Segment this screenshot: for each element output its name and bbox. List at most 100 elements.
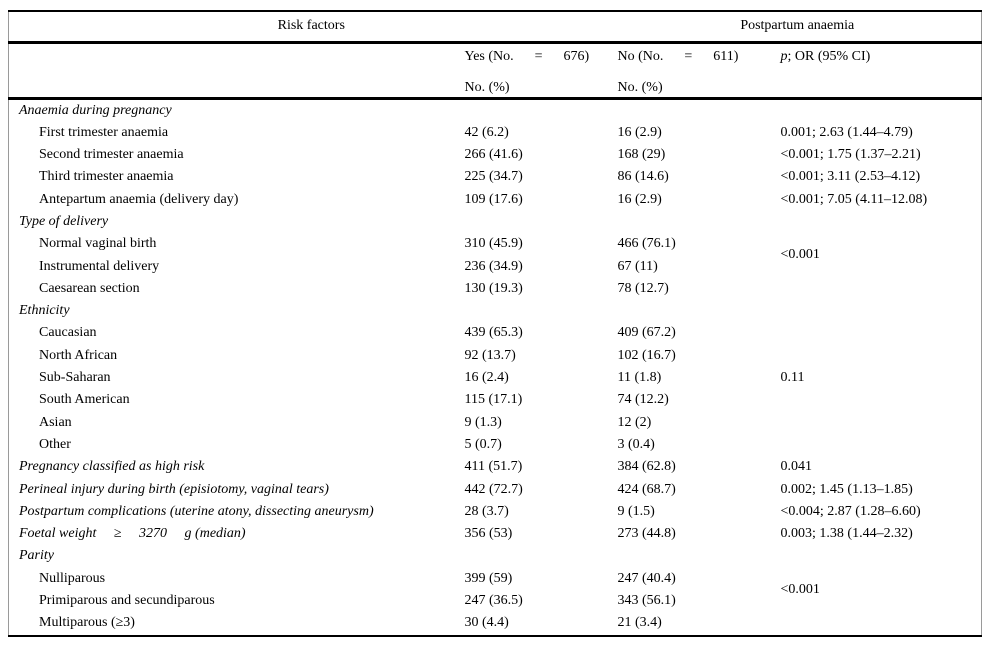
p-italic-label: p <box>780 48 788 64</box>
table-row: Foetal weight ≥ 3270 g (median) 356 (53) 2… <box>9 523 982 545</box>
no-value: 12 (2) <box>617 414 652 430</box>
no-value <box>614 300 777 322</box>
yes-value: 411 (51.7) <box>464 459 523 475</box>
yes-column-subtitle: No. (%) <box>464 79 510 95</box>
risk-factor-label: Pregnancy classified as high risk <box>19 459 205 475</box>
risk-factor-label: Parity <box>19 548 54 564</box>
table-row: Other 5 (0.7) 3 (0.4) <box>9 434 982 456</box>
yes-value <box>461 545 614 567</box>
p-or-value: <0.001; 3.11 (2.53–4.12) <box>780 169 921 185</box>
yes-value: 28 (3.7) <box>464 503 509 519</box>
table-row: Sub-Saharan 16 (2.4) 11 (1.8) <box>9 367 982 389</box>
table-row: Parity <box>9 545 982 567</box>
yes-value: 439 (65.3) <box>464 325 523 341</box>
table-row: Asian 9 (1.3) 12 (2) <box>9 412 982 434</box>
risk-factor-label: First trimester anaemia <box>39 124 169 140</box>
p-or-column-title: p; OR (95% CI) <box>781 48 982 66</box>
no-value: 3 (0.4) <box>617 436 655 452</box>
table-row: Second trimester anaemia 266 (41.6) 168 (2… <box>9 144 982 166</box>
yes-value <box>461 211 614 233</box>
yes-value: 399 (59) <box>464 570 513 586</box>
no-value: 86 (14.6) <box>617 169 669 185</box>
risk-factor-label: Normal vaginal birth <box>39 236 157 252</box>
risk-factor-label: Instrumental delivery <box>39 258 160 274</box>
no-value: 466 (76.1) <box>617 236 676 252</box>
table-row: Pregnancy classified as high risk 411 (51… <box>9 456 982 478</box>
yes-column-title: Yes (No. = 676) <box>464 48 590 64</box>
yes-value: 109 (17.6) <box>464 191 523 207</box>
postpartum-anaemia-header: Postpartum anaemia <box>613 11 982 44</box>
table-row: Ethnicity <box>9 300 982 322</box>
subheader-row: Yes (No. = 676) No. (%) No (No. = 611) N… <box>8 42 982 100</box>
no-value: 409 (67.2) <box>617 325 676 341</box>
table-row: Anaemia during pregnancy <box>9 98 982 122</box>
results-table: Risk factors Postpartum anaemia Yes (No.… <box>8 10 983 637</box>
yes-value: 30 (4.4) <box>464 615 509 631</box>
p-or-value: 0.11 <box>780 370 805 386</box>
yes-value: 247 (36.5) <box>464 593 523 609</box>
table-row: Caesarean section 130 (19.3) 78 (12.7) <box>9 278 982 300</box>
risk-factor-label: Foetal weight ≥ 3270 g (median) <box>19 526 246 542</box>
yes-value: 130 (19.3) <box>464 280 523 296</box>
yes-value: 92 (13.7) <box>464 347 516 363</box>
table-row: Caucasian 439 (65.3) 409 (67.2) 0.11 <box>9 322 982 385</box>
no-value: 21 (3.4) <box>617 615 662 631</box>
no-column-header-cell: No (No. = 611) No. (%) <box>613 42 777 100</box>
yes-value: 115 (17.1) <box>464 392 523 408</box>
yes-value: 5 (0.7) <box>464 436 502 452</box>
no-value: 74 (12.2) <box>617 392 669 408</box>
table-body: Anaemia during pregnancy First trimester … <box>9 98 982 636</box>
no-value: 102 (16.7) <box>617 347 676 363</box>
yes-value: 16 (2.4) <box>464 370 509 386</box>
p-or-value: 0.041 <box>780 459 813 475</box>
no-value: 16 (2.9) <box>617 124 662 140</box>
no-value: 384 (62.8) <box>617 459 676 475</box>
table-row: Antepartum anaemia (delivery day) 109 (17… <box>9 189 982 211</box>
yes-column-header-cell: Yes (No. = 676) No. (%) <box>460 42 614 100</box>
table-row: Third trimester anaemia 225 (34.7) 86 (14.… <box>9 166 982 188</box>
risk-factor-label: Anaemia during pregnancy <box>19 102 172 118</box>
risk-factor-label: Asian <box>39 414 72 430</box>
yes-value: 310 (45.9) <box>464 236 523 252</box>
risk-factor-label: Type of delivery <box>19 213 109 229</box>
risk-factor-label: Sub-Saharan <box>39 370 111 386</box>
risk-factor-label: Perineal injury during birth (episiotomy… <box>19 481 329 497</box>
risk-factors-header: Risk factors <box>8 11 614 44</box>
p-or-value: 0.003; 1.38 (1.44–2.32) <box>780 526 913 542</box>
no-value: 273 (44.8) <box>617 526 676 542</box>
no-value: 343 (56.1) <box>617 593 676 609</box>
yes-value: 442 (72.7) <box>464 481 523 497</box>
table-row: South American 115 (17.1) 74 (12.2) <box>9 389 982 411</box>
risk-factor-label: Caesarean section <box>39 280 140 296</box>
p-or-value <box>777 545 982 567</box>
p-or-value: <0.001; 7.05 (4.11–12.08) <box>780 191 928 207</box>
risk-factor-label: Primiparous and secundiparous <box>39 593 215 609</box>
risk-factor-label: Multiparous (≥3) <box>39 615 135 631</box>
risk-factor-label: North African <box>39 347 118 363</box>
no-value <box>614 98 777 122</box>
no-value: 168 (29) <box>617 147 666 163</box>
yes-value: 236 (34.9) <box>464 258 523 274</box>
or-ci-label: ; OR (95% CI) <box>787 48 871 64</box>
empty-subheader-cell <box>8 42 461 100</box>
no-value: 424 (68.7) <box>617 481 676 497</box>
risk-factor-label: Caucasian <box>39 325 97 341</box>
risk-factor-label: Ethnicity <box>19 303 70 319</box>
yes-value: 356 (53) <box>464 526 513 542</box>
p-or-value: <0.001; 1.75 (1.37–2.21) <box>780 147 921 163</box>
no-value <box>614 211 777 233</box>
no-value: 9 (1.5) <box>617 503 655 519</box>
risk-factor-label: Other <box>39 436 71 452</box>
yes-value: 266 (41.6) <box>464 147 523 163</box>
risk-factor-label: South American <box>39 392 130 408</box>
table-row: Perineal injury during birth (episiotomy… <box>9 479 982 501</box>
table-row: Type of delivery <box>9 211 982 233</box>
no-value: 67 (11) <box>617 258 658 274</box>
risk-factor-label: Nulliparous <box>39 570 106 586</box>
table-row: Primiparous and secundiparous 247 (36.5) 3… <box>9 590 982 612</box>
p-or-column-header-cell: p; OR (95% CI) <box>776 42 982 100</box>
table-row: North African 92 (13.7) 102 (16.7) <box>9 345 982 367</box>
no-value: 247 (40.4) <box>617 570 676 586</box>
yes-value <box>461 300 614 322</box>
